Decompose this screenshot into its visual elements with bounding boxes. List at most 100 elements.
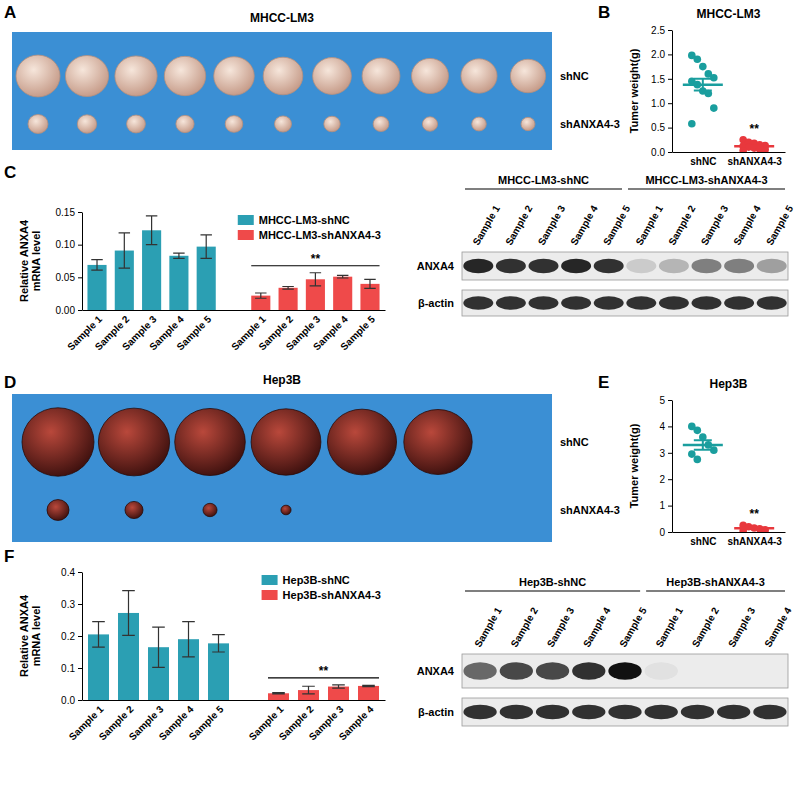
tumor (327, 409, 396, 475)
blot-band (681, 705, 714, 720)
tumor (203, 503, 217, 516)
error-bar (91, 260, 102, 270)
axis-line (83, 700, 386, 701)
tumor (127, 115, 146, 133)
tumor (510, 59, 545, 92)
dot-chart: 0.00.51.01.52.02.5shNCshANXA4-3MHCC-LM3T… (628, 7, 786, 167)
tumor (16, 55, 60, 97)
photo-row-label: shNC (560, 70, 589, 82)
blot-band (645, 662, 678, 680)
panel-label: C (4, 163, 16, 182)
tick-label: shANXA4-3 (727, 536, 782, 547)
mean-line (734, 527, 774, 530)
tick: 2 (659, 474, 672, 485)
marks (683, 423, 774, 532)
tumor (521, 117, 535, 130)
tick-mark (668, 54, 672, 55)
tumor (412, 58, 449, 93)
legend: MHCC-LM3-shNC MHCC-LM3-shANXA4-3 (238, 214, 381, 241)
error-bar (119, 233, 130, 268)
y-axis-title-line: Tumer weight(g) (628, 423, 640, 508)
tick-mark (78, 572, 82, 573)
legend-label: MHCC-LM3-shNC (259, 214, 350, 226)
y-axis-title-line: Relative ANXA4 (18, 219, 30, 302)
axis-line (82, 573, 83, 701)
photo: Hep3BshNCshANXA4-3 (12, 373, 620, 542)
marks (88, 591, 379, 700)
tick-label: 0.10 (56, 239, 76, 250)
blot-band (594, 259, 624, 274)
blot-band (724, 259, 754, 274)
tick-mark (668, 453, 672, 454)
photo-background (12, 394, 552, 542)
blot-lane-label: Sample 1 (634, 203, 666, 247)
blot-band (692, 296, 722, 310)
blot-group-label: MHCC-LM3-shANXA4-3 (645, 174, 767, 186)
photo-row-label: shANXA4-3 (560, 118, 620, 130)
tick: 0.4 (61, 567, 82, 578)
blot-band (753, 662, 786, 680)
figure-root: ABCDEFMHCC-LM3shNCshANXA4-3Hep3BshNCshAN… (0, 0, 800, 789)
blot-group-line (465, 188, 622, 189)
tick: 0.2 (61, 631, 82, 642)
tick-label: 1 (659, 500, 665, 511)
chart-title: Hep3B (709, 377, 747, 391)
error-bar (146, 216, 157, 245)
blot-band (572, 705, 605, 720)
blot-membrane (462, 290, 788, 316)
tumor (214, 57, 254, 95)
tick-mark (668, 426, 672, 427)
photo-title: Hep3B (263, 373, 301, 387)
tick-label: 2.5 (651, 25, 665, 36)
error-bar (182, 622, 195, 657)
tumor (125, 501, 143, 518)
tumor (313, 58, 352, 95)
tick-label: 2 (659, 474, 665, 485)
tick: Sample 4 (337, 703, 376, 742)
legend: Hep3B-shNCHep3B-shANXA4-3 (262, 574, 381, 601)
blot-band (626, 259, 656, 274)
tick-label: 0.00 (56, 305, 76, 316)
tick-mark (668, 506, 672, 507)
chart-title: MHCC-LM3 (697, 7, 761, 21)
blot-lane-label: Sample 4 (731, 203, 763, 247)
tumor (28, 115, 48, 134)
point (688, 450, 696, 458)
blot-membrane (462, 698, 788, 726)
figure: ABCDEFMHCC-LM3shNCshANXA4-3Hep3BshNCshAN… (0, 0, 800, 789)
tumor (115, 56, 157, 96)
blot-group-line (465, 590, 640, 591)
point (694, 456, 702, 464)
tick: 0.3 (61, 599, 82, 610)
significance-label: ** (750, 507, 760, 521)
tick-mark (668, 152, 672, 153)
blot-group-label: MHCC-LM3-shNC (498, 174, 589, 186)
blot-lane-label: Sample 2 (509, 605, 541, 649)
tick: 2.0 (651, 49, 672, 60)
significance-label: ** (319, 664, 329, 678)
bar-chart: 0.000.050.100.15Sample 1Sample 2Sample 3… (18, 207, 386, 353)
tick: 0 (659, 527, 672, 538)
point (694, 427, 702, 435)
tick-mark (78, 212, 82, 213)
x-axis: shNCshANXA4-3 (673, 533, 786, 548)
tick-label: Sample 5 (187, 703, 226, 742)
y-axis-title: Tumer weight(g) (628, 423, 640, 508)
bar (268, 693, 289, 700)
tick: shANXA4-3 (727, 156, 782, 167)
tumor (22, 408, 94, 476)
blot-band (463, 662, 496, 680)
error-bar (694, 440, 712, 450)
tick-label: 0.15 (56, 207, 76, 218)
tumor (422, 117, 437, 131)
legend-label: MHCC-LM3-shANXA4-3 (259, 229, 381, 241)
error-bar (310, 273, 321, 286)
tick-mark (78, 668, 82, 669)
blot-band (645, 705, 678, 720)
x-axis: shNCshANXA4-3 (673, 153, 786, 168)
blot-band (659, 259, 689, 274)
y-axis: 0.000.050.100.15 (56, 207, 83, 316)
error-bar (745, 528, 763, 530)
tick: 1.5 (651, 74, 672, 85)
blot-lane-label: Sample 5 (617, 605, 649, 649)
